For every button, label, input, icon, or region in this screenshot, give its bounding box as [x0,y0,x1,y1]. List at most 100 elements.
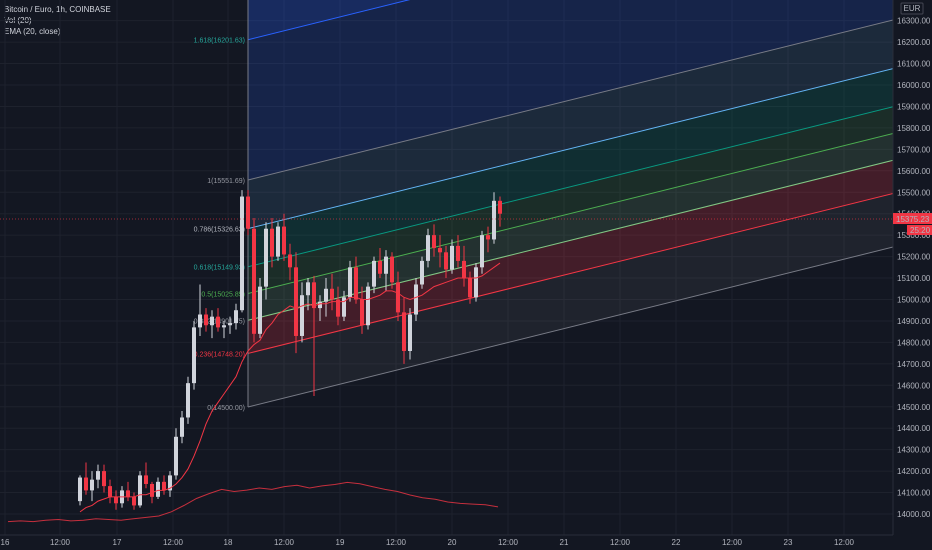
candle-body [366,286,370,326]
candle-body [180,417,184,437]
candle-body [486,235,490,240]
fib-band [248,20,893,229]
price-tick-label: 14000.00 [897,510,931,519]
price-tick-label: 15800.00 [897,124,931,133]
candle-body [384,256,388,274]
time-tick-label: 12:00 [274,538,295,547]
candle-body [468,278,472,298]
candle-body [192,327,196,384]
candle-body [174,436,178,476]
candle-body [408,314,412,351]
candle-body [258,286,262,334]
price-tick-label: 16300.00 [897,17,931,26]
candle-body [372,260,376,287]
candle-body [210,316,214,326]
fib-channel[interactable]: 1.618(16201.63) 1(15551.69) 0.786(15326.63… [194,0,894,412]
candle-body [414,284,418,315]
price-tick-label: 15700.00 [897,145,931,154]
fib-band [248,160,893,354]
price-tick-label: 15000.00 [897,296,931,305]
time-tick-label: 19 [336,538,345,547]
price-tick-label: 16200.00 [897,38,931,47]
time-tick-label: 22 [672,538,681,547]
time-tick-label: 12:00 [163,538,184,547]
price-tick-label: 14600.00 [897,381,931,390]
currency-label[interactable]: EUR [900,2,924,15]
time-tick-label: 16 [1,538,10,547]
candle-body [456,245,460,261]
candle-body [390,256,394,283]
volume-curve [7,481,499,523]
price-tick-label: 15600.00 [897,167,931,176]
candle-body [234,310,238,324]
fib-band [248,133,893,321]
time-tick-label: 12:00 [498,538,519,547]
price-tick-label: 14200.00 [897,467,931,476]
price-tick-label: 15500.00 [897,188,931,197]
fib-band [248,193,893,407]
price-tick-label: 15300.00 [897,231,931,240]
candle-body [402,312,406,351]
candle-body [480,235,484,268]
fib-band [248,68,893,267]
price-tick-label: 14400.00 [897,424,931,433]
candle-body [264,228,268,287]
candle-body [396,282,400,313]
candle-body [162,481,166,491]
candle-body [198,314,202,328]
legend-title[interactable]: Bitcoin / Euro, 1h, COINBASE [4,5,111,14]
candle-body [90,479,94,491]
candle-body [444,252,448,270]
time-tick-label: 21 [560,538,569,547]
candle-body [84,477,88,491]
time-tick-label: 12:00 [722,538,743,547]
price-tick-label: 16000.00 [897,81,931,90]
ema-line [79,262,501,513]
candle-body [462,260,466,279]
fib-level-label: 0(14500.00) [207,405,245,412]
price-tick-label: 15100.00 [897,274,931,283]
candle-body [450,245,454,270]
candle-body [108,486,112,497]
candle-body [318,301,322,309]
currency-text: EUR [904,4,921,13]
fib-band [248,106,893,294]
fib-level-line [247,246,894,408]
fib-level-line [247,106,894,268]
candle-body [144,475,148,484]
candle-body [132,496,136,506]
fib-level-line [247,192,894,354]
candle-body [78,477,82,502]
candle-body [186,383,190,418]
fib-level-label: 0.786(15326.63) [194,227,245,234]
legend-ema[interactable]: EMA (20, close) [4,27,61,36]
candle-body [312,282,316,309]
time-axis[interactable]: 16 12:00 17 12:00 18 12:00 19 12:00 20 12:00 21 12:… [0,534,932,550]
time-tick-label: 12:00 [834,538,855,547]
candle-body [492,200,496,240]
candle-body [360,299,364,326]
candle-body [306,282,310,296]
candle-body [348,267,352,298]
candle-body [270,228,274,257]
fib-level-line [247,68,894,230]
candle-body [378,260,382,274]
candle-body [354,267,358,300]
candle-body [474,267,478,298]
fib-level-label: 1.618(16201.63) [194,38,245,45]
time-tick-label: 12:00 [386,538,407,547]
price-tick-label: 15900.00 [897,102,931,111]
time-tick-label: 17 [113,538,122,547]
current-price-box [893,213,932,225]
price-tick-label: 16100.00 [897,60,931,69]
price-tick-label: 15200.00 [897,253,931,262]
candle-body [252,228,256,334]
time-tick-label: 12:00 [50,538,71,547]
candle-body [138,475,142,506]
price-axis[interactable]: 16300.00 16200.00 16100.00 16000.00 15900.00… [892,0,932,535]
candle-body [156,481,160,497]
candle-body [276,226,280,257]
candle-body [216,316,220,328]
candle-body [498,200,502,214]
